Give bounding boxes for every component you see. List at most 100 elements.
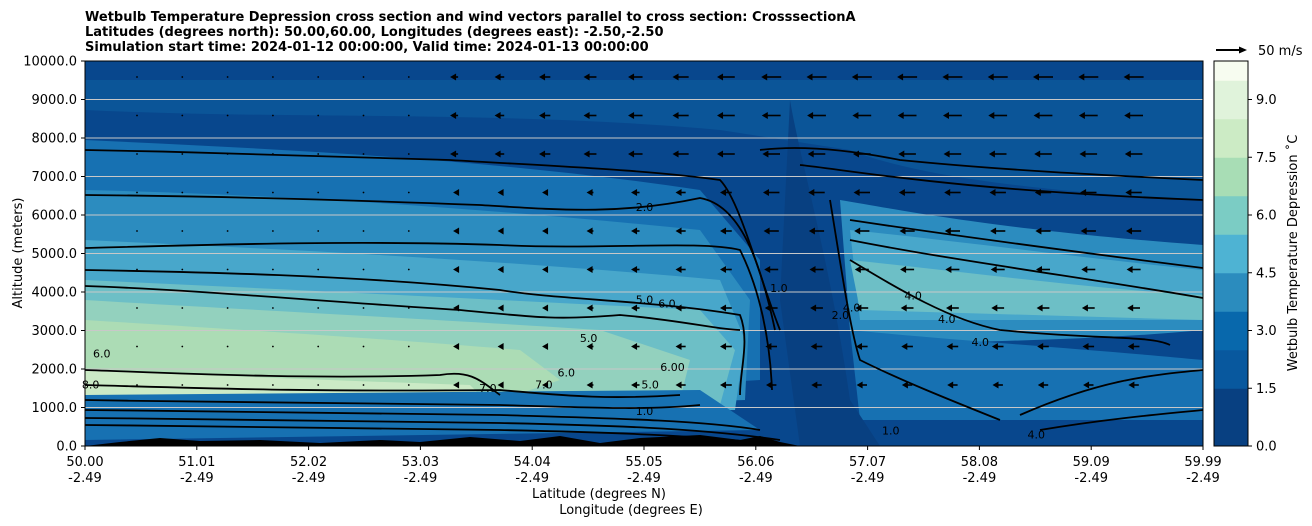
wind-vector (407, 307, 410, 309)
wind-vector-head (1127, 343, 1134, 350)
colorbar-tick-label: 7.5 (1256, 151, 1277, 166)
y-tick-label: 0.0 (56, 440, 77, 455)
wind-vector-head (988, 150, 995, 158)
contour-label: 4.0 (843, 301, 861, 314)
wind-vector (407, 268, 410, 271)
wind-vector-head (988, 112, 995, 119)
x-tick-label-lat: 56.06 (737, 455, 774, 470)
wind-vector (226, 268, 229, 271)
wind-vector-head (810, 343, 817, 350)
wind-vector-head (852, 112, 859, 119)
wind-vector-head (717, 112, 724, 119)
wind-vector-head (943, 112, 949, 119)
wind-vector-head (761, 73, 768, 81)
wind-vector (226, 76, 229, 78)
x-tick-label-lon: -2.49 (1186, 471, 1220, 486)
wind-vector-head (1080, 189, 1087, 196)
wind-vector-head (583, 73, 590, 81)
contour-label: 7.0 (479, 382, 497, 395)
contour-label: 5.0 (641, 378, 659, 391)
contour-line (85, 409, 761, 431)
wind-vector (317, 384, 320, 386)
wind-vector (136, 345, 138, 348)
wind-vector (317, 345, 320, 348)
wind-vector-head (765, 343, 772, 350)
x-tick-label-lon: -2.49 (515, 471, 549, 486)
wind-vector-head (497, 189, 504, 196)
wind-vector-head (497, 304, 504, 312)
contour-line (85, 241, 773, 391)
wind-vector-head (453, 266, 460, 273)
contour-line (85, 194, 776, 331)
chart-title-line-3: Simulation start time: 2024-01-12 00:00:… (85, 40, 649, 55)
contour-line (85, 417, 781, 441)
wind-vector-head (720, 189, 727, 196)
wind-vector (362, 153, 365, 155)
wind-vector (407, 230, 410, 232)
wind-vector-head (1080, 227, 1087, 235)
wind-vector (136, 307, 138, 309)
wind-reference-label: 50 m/s (1258, 44, 1303, 59)
wind-vector (272, 307, 274, 309)
wind-vector (136, 230, 138, 232)
wind-vector-head (987, 73, 994, 81)
wind-vector-head (539, 73, 546, 81)
contour-line (85, 269, 746, 396)
wind-vector-head (806, 73, 813, 81)
wind-vector-head (497, 227, 504, 235)
wind-vector-head (586, 227, 593, 235)
wind-vector-head (854, 266, 861, 273)
wind-vector-head (583, 112, 590, 119)
wind-vector (181, 384, 184, 386)
wind-vector-head (763, 189, 769, 196)
contour-label: 6.0 (93, 347, 111, 360)
wind-vector (317, 153, 320, 155)
wind-vector-head (808, 227, 815, 235)
wind-vector (226, 307, 229, 309)
wind-vector-head (628, 150, 635, 158)
wind-vector-head (497, 343, 504, 350)
wind-vector (317, 307, 320, 309)
wind-vector-head (720, 227, 727, 235)
wind-vector-head (945, 266, 952, 273)
y-axis: 0.0 1000.0 2000.0 3000.0 4000.0 5000.0 6000.0 7… (23, 55, 85, 455)
wind-vector-head (675, 227, 682, 235)
wind-vector (181, 191, 184, 194)
wind-vector-head (898, 189, 905, 196)
wind-vector-head (542, 227, 549, 235)
colorbar-band (1214, 369, 1248, 389)
x-tick-label-lat: 54.04 (514, 455, 551, 470)
wind-vector (136, 384, 138, 386)
colorbar-band (1214, 407, 1248, 428)
wind-vector (317, 114, 320, 117)
wind-vector-head (631, 266, 638, 273)
wind-vector-head (897, 112, 904, 119)
wind-vector-head (1082, 343, 1089, 350)
y-axis-label: Altitude (meters) (11, 198, 26, 309)
wind-vector-head (991, 304, 998, 312)
wind-vectors (136, 73, 1144, 389)
wind-vector-head (542, 343, 549, 350)
wind-vector (362, 76, 365, 78)
wind-vector-head (450, 73, 457, 81)
contour-line (849, 219, 1203, 269)
colorbar-band (1214, 272, 1248, 293)
wind-vector-head (586, 266, 593, 273)
wind-vector-head (1078, 73, 1085, 81)
wind-vector-head (631, 343, 638, 350)
wind-vector-head (672, 150, 679, 158)
wind-vector-head (1078, 112, 1085, 119)
wind-vector-head (853, 189, 860, 196)
wind-vector-head (990, 227, 997, 235)
colorbar-band (1214, 215, 1248, 235)
wind-vector-head (675, 304, 682, 312)
contour-label: 1.0 (882, 424, 900, 437)
colorbar-band (1214, 388, 1248, 408)
wind-vector-head (901, 343, 908, 350)
wind-vector (226, 114, 229, 117)
wind-vector-head (807, 150, 814, 158)
contour-line (1039, 409, 1203, 431)
wind-vector-head (717, 150, 724, 158)
wind-vector (407, 114, 410, 117)
